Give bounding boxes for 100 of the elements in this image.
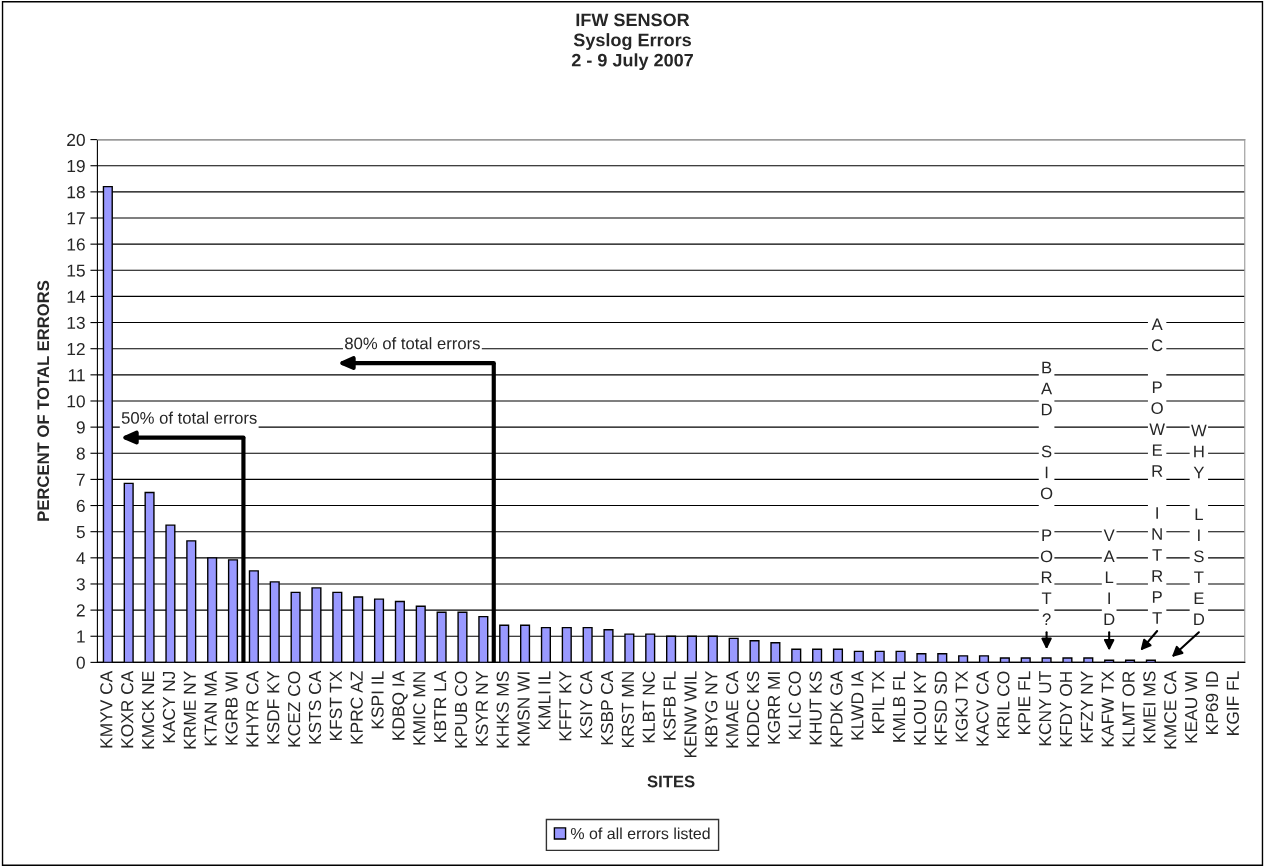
bar: [770, 642, 781, 663]
bar: [895, 650, 906, 663]
x-tick-label: KGIF FL: [1226, 671, 1239, 735]
annotation: V A L I D: [1103, 529, 1115, 625]
x-tick-label: KSDF KY: [267, 671, 280, 744]
y-tick-label: 17: [67, 212, 85, 225]
y-axis-title: PERCENT OF TOTAL ERRORS: [37, 280, 50, 521]
y-tick-label: 13: [67, 316, 85, 330]
bar: [1062, 657, 1073, 663]
x-tick-label: KPUB CO: [454, 671, 468, 748]
x-tick-label: KGKJ TX: [955, 671, 968, 742]
x-tick-label: KBYG NY: [705, 671, 718, 747]
bar: [1083, 657, 1094, 663]
bar: [937, 653, 948, 663]
y-tick-label: 12: [67, 342, 85, 355]
chart-title: IFW SENSOR Syslog Errors 2 - 9 July 2007: [571, 13, 693, 71]
bar: [812, 648, 823, 663]
bar: [853, 650, 864, 663]
x-tick-label: KMCK NE: [141, 671, 155, 749]
x-tick-label: KHYR CA: [246, 670, 259, 747]
x-tick-label: KHKS MS: [496, 671, 509, 748]
bar: [1041, 657, 1052, 663]
x-tick-label: KP69 ID: [1205, 671, 1219, 734]
y-tick-label: 19: [67, 159, 85, 173]
x-tick-label: KMLI IL: [538, 671, 551, 730]
y-tick-label: 15: [67, 264, 85, 277]
x-tick-label: KPIL TX: [872, 671, 885, 733]
x-tick-label: KEAU WI: [1185, 672, 1198, 743]
bar: [958, 655, 969, 663]
x-tick-label: KSIY CA: [580, 670, 593, 738]
bar: [749, 639, 760, 663]
y-tick-label: 2: [76, 604, 85, 617]
annotation: 50% of total errors: [121, 411, 257, 424]
bar: [874, 650, 885, 663]
x-tick-label: KBTR LA: [434, 670, 447, 742]
x-tick-label: KRME NY: [183, 671, 196, 749]
x-tick-label: KSTS CA: [308, 670, 322, 744]
x-tick-label: KCEZ CO: [287, 671, 301, 747]
x-tick-label: KRIL CO: [997, 671, 1010, 739]
y-tick-label: 1: [77, 630, 85, 643]
y-tick-label: 6: [76, 499, 85, 513]
x-tick-label: KACV CA: [976, 670, 989, 746]
y-tick-label: 11: [68, 369, 85, 382]
y-tick-label: 0: [76, 656, 85, 669]
x-tick-label: KSPI IL: [371, 671, 384, 729]
text: W H Y L I S T E D: [1191, 424, 1207, 625]
x-tick-label: KTAN MA: [204, 670, 217, 746]
bar: [791, 648, 802, 663]
y-tick-label: 3: [76, 578, 85, 591]
x-tick-label: KMSN WI: [517, 672, 530, 746]
x-tick-label: KFDY OH: [1059, 672, 1073, 747]
x-tick-label: KPIE FL: [1018, 671, 1031, 734]
x-tick-label: KAFW TX: [1101, 671, 1114, 747]
y-tick-label: 7: [76, 473, 85, 486]
x-tick-label: KACY NJ: [162, 672, 176, 743]
x-tick-label: KSYR NY: [475, 671, 488, 746]
bar: [999, 657, 1010, 663]
annotation: 80% of total errors: [345, 337, 480, 350]
x-tick-label: KFSD SD: [934, 671, 947, 745]
x-tick-label: KPDK GA: [830, 670, 843, 747]
x-tick-label: KFZY NY: [1080, 671, 1093, 743]
x-tick-label: KLIC CO: [788, 671, 801, 739]
x-tick-label: KMAE CA: [726, 670, 739, 748]
y-tick-label: 9: [76, 421, 85, 434]
x-tick-label: KFST TX: [329, 671, 342, 741]
y-tick-label: 5: [76, 526, 85, 539]
y-tick-label: 10: [67, 395, 85, 408]
x-tick-label: KENW WIL: [684, 671, 697, 758]
y-tick-label: 8: [76, 447, 85, 460]
x-tick-label: KSFB FL: [663, 671, 676, 740]
x-tick-label: KGRB WI: [225, 672, 238, 745]
text: B A D S I O P O R T ?: [1040, 361, 1053, 625]
x-axis-title: SITES: [647, 775, 695, 788]
bar: [832, 648, 844, 663]
y-tick-label: 20: [67, 133, 85, 147]
x-tick-label: KMIC MN: [413, 672, 426, 745]
x-tick-label: KLWD IA: [851, 670, 864, 740]
x-tick-label: KLOU KY: [913, 671, 927, 745]
x-tick-label: KLMT OR: [1122, 671, 1135, 747]
y-tick-label: 14: [67, 290, 86, 303]
x-tick-label: KCNY UT: [1038, 671, 1052, 746]
x-tick-label: KMCE CA: [1164, 670, 1177, 749]
x-tick-label: KOXR CA: [121, 670, 134, 748]
x-tick-label: KLBT NC: [642, 671, 655, 743]
x-tick-label: KDDC KS: [746, 671, 760, 747]
x-tick-label: KMLB FL: [893, 671, 906, 742]
text: A C P O W E R I N T R P T: [1149, 318, 1165, 624]
y-tick-label: 4: [76, 552, 86, 565]
y-tick-label: 18: [67, 186, 85, 199]
x-tick-label: KMEI MS: [1143, 671, 1156, 743]
x-tick-label: KRST MN: [621, 672, 635, 748]
bar: [1020, 657, 1031, 663]
bar: [916, 653, 927, 663]
x-tick-label: KPRC AZ: [350, 671, 363, 744]
x-tick-label: KHUT KS: [809, 671, 822, 745]
legend-label: % of all errors listed: [570, 827, 710, 840]
x-tick-label: KSBP CA: [600, 670, 614, 745]
x-tick-label: KGRR MI: [767, 672, 781, 744]
x-tick-label: KDBQ IA: [392, 670, 408, 740]
x-tick-label: KMYV CA: [100, 670, 113, 748]
